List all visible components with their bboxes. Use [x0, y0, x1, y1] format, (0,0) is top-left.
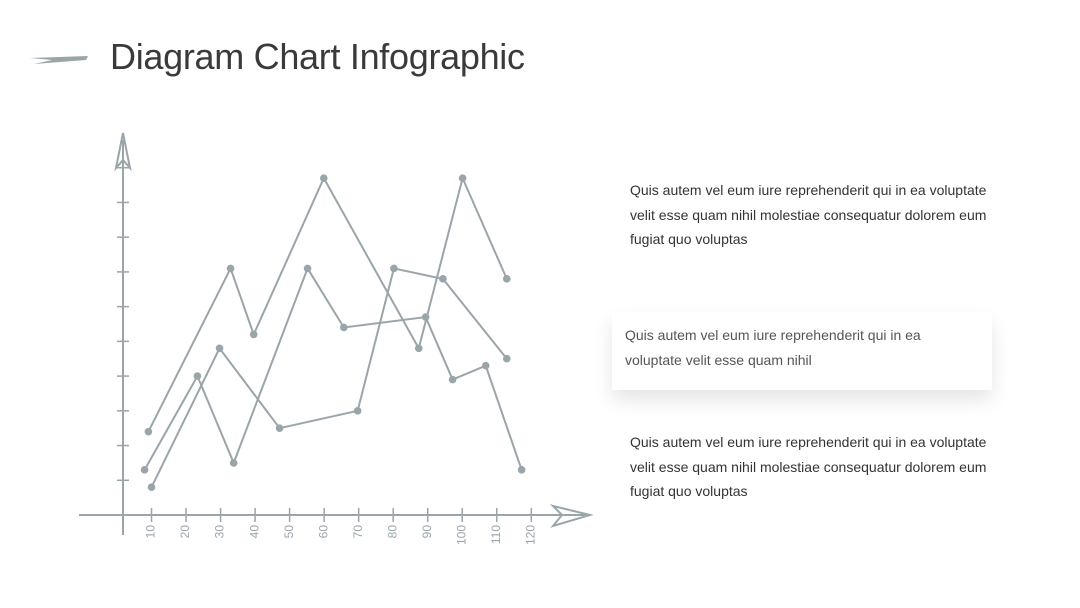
- point: [439, 275, 447, 283]
- x-tick-label: 40: [247, 525, 261, 539]
- point: [390, 264, 398, 273]
- point: [215, 344, 224, 353]
- x-tick-label: 50: [282, 525, 296, 539]
- point: [458, 174, 467, 182]
- point: [353, 407, 362, 415]
- x-tick-label: 60: [316, 525, 330, 539]
- point: [147, 483, 156, 492]
- series-line: [147, 175, 508, 433]
- x-tick-label: 90: [420, 525, 434, 539]
- point: [414, 344, 423, 353]
- point: [481, 361, 490, 370]
- y-arrow: [114, 132, 132, 172]
- x-tick-label: 10: [144, 525, 158, 539]
- swoosh-icon: [30, 56, 88, 64]
- series-line: [143, 266, 523, 471]
- x-tick-label: 30: [213, 525, 227, 539]
- point: [421, 313, 430, 321]
- x-tick-label: 80: [385, 525, 399, 539]
- text-block: Quis autem vel eum iure reprehenderit qu…: [630, 182, 987, 247]
- point: [275, 424, 284, 432]
- swoosh: [30, 56, 88, 64]
- slide-title: Diagram Chart Infographic: [110, 36, 525, 77]
- point: [448, 375, 457, 384]
- point: [140, 466, 149, 474]
- point: [517, 466, 526, 474]
- text-block: Quis autem vel eum iure reprehenderit qu…: [630, 434, 987, 499]
- point: [502, 275, 511, 283]
- point: [502, 354, 511, 363]
- point: [340, 323, 348, 332]
- x-tick-label: 120: [523, 525, 537, 545]
- text-block: Quis autem vel eum iure reprehenderit qu…: [625, 327, 921, 368]
- point: [249, 330, 258, 339]
- highlight-card: Quis autem vel eum iure reprehenderit qu…: [612, 312, 992, 390]
- x-tick-label: 70: [351, 525, 365, 539]
- chart: 10 20 30 40 50 60 70 80 90 100 110 120: [79, 132, 594, 545]
- point: [193, 372, 202, 380]
- point: [229, 459, 238, 467]
- point: [226, 264, 235, 273]
- point: [303, 264, 312, 273]
- x-tick-label: 110: [489, 525, 503, 544]
- x-tick-label: 20: [178, 525, 192, 539]
- x-arrow: [549, 504, 594, 528]
- point: [144, 427, 153, 436]
- point: [319, 174, 328, 182]
- x-tick-label: 100: [454, 525, 468, 545]
